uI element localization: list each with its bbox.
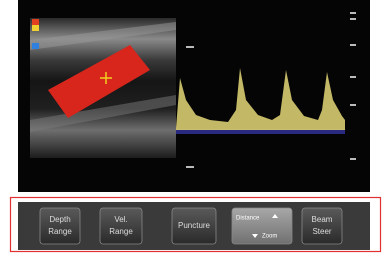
- control-button[interactable]: Depth Range: [40, 208, 80, 244]
- button-label: Vel.: [114, 215, 127, 224]
- button-face[interactable]: [40, 208, 80, 244]
- button-label: Steer: [312, 227, 331, 236]
- button-label: Puncture: [178, 221, 211, 230]
- control-button[interactable]: Vel. Range: [100, 208, 142, 244]
- button-face[interactable]: [302, 208, 342, 244]
- button-label: Range: [48, 227, 72, 236]
- button-label: Beam: [312, 215, 333, 224]
- button-face[interactable]: [100, 208, 142, 244]
- button-label: Zoom: [262, 234, 277, 240]
- b-mode-image: [30, 18, 176, 158]
- control-button[interactable]: Distance Zoom: [232, 208, 292, 244]
- button-label: Depth: [49, 215, 70, 224]
- ultrasound-screen: Depth Range Vel. Range Puncture Distance Zoom B…: [0, 0, 389, 253]
- button-label: Range: [109, 227, 133, 236]
- control-button[interactable]: Beam Steer: [302, 208, 342, 244]
- button-label: Distance: [236, 216, 260, 222]
- control-button[interactable]: Puncture: [172, 208, 216, 244]
